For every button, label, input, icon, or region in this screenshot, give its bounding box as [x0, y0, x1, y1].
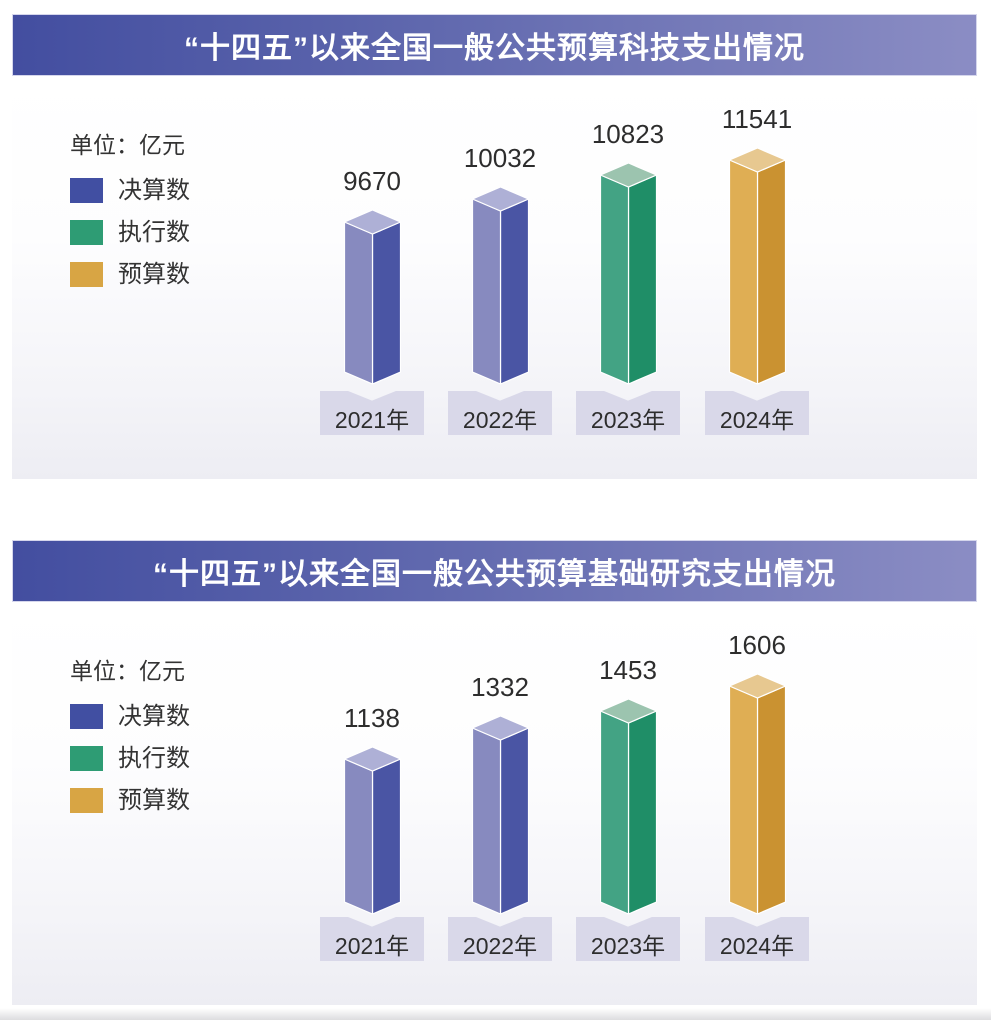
- legend-swatch-final-accounts: [70, 704, 103, 729]
- bar-value-label: 1606: [728, 630, 786, 660]
- year-plate: 2024年: [705, 917, 809, 961]
- chart-header-banner: “十四五”以来全国一般公共预算科技支出情况: [12, 14, 977, 76]
- year-plate: 2023年: [576, 391, 680, 435]
- chart-title: “十四五”以来全国一般公共预算科技支出情况: [184, 32, 805, 65]
- legend-item-execution: 执行数: [70, 746, 190, 771]
- legend-label: 执行数: [118, 219, 190, 246]
- chart-plot-area: 单位：亿元 决算数 执行数 预算数 9670 2021年 10032 2022年 108…: [12, 76, 977, 479]
- unit-label: 单位：亿元: [70, 132, 185, 158]
- legend-swatch-budget: [70, 788, 103, 813]
- legend-label: 执行数: [118, 745, 190, 772]
- legend-item-final-accounts: 决算数: [70, 178, 190, 203]
- legend-item-execution: 执行数: [70, 220, 190, 245]
- bar-prism: [599, 162, 657, 385]
- legend-label: 预算数: [118, 261, 190, 288]
- bar-value-label: 10032: [463, 143, 537, 173]
- bar-prism: [343, 746, 401, 915]
- chart-title: “十四五”以来全国一般公共预算基础研究支出情况: [153, 558, 836, 591]
- legend-swatch-execution: [70, 746, 103, 771]
- legend-item-budget: 预算数: [70, 788, 190, 813]
- chart-legend: 单位：亿元 决算数 执行数 预算数: [70, 126, 190, 304]
- year-plate: 2022年: [448, 917, 552, 961]
- bar-value-label: 1453: [599, 655, 657, 685]
- page-bottom-edge: [0, 1008, 991, 1020]
- legend-item-budget: 预算数: [70, 262, 190, 287]
- bar-2023年: 1453: [558, 656, 698, 915]
- bar-prism: [471, 186, 529, 385]
- bar-value-label: 9670: [343, 166, 401, 196]
- chart-legend: 单位：亿元 决算数 执行数 预算数: [70, 652, 190, 830]
- bar-2023年: 10823: [558, 120, 698, 385]
- year-plate: 2024年: [705, 391, 809, 435]
- legend-swatch-execution: [70, 220, 103, 245]
- bar-value-label: 1138: [344, 703, 400, 733]
- chart-card-science-spending: “十四五”以来全国一般公共预算科技支出情况 单位：亿元 决算数 执行数 预算数 …: [12, 14, 977, 479]
- bar-2024年: 11541: [687, 105, 827, 385]
- legend-item-final-accounts: 决算数: [70, 704, 190, 729]
- bar-prism: [728, 147, 786, 385]
- bar-2024年: 1606: [687, 631, 827, 915]
- chart-card-basic-research-spending: “十四五”以来全国一般公共预算基础研究支出情况 单位：亿元 决算数 执行数 预算…: [12, 540, 977, 1005]
- bar-value-label: 11541: [721, 104, 793, 134]
- bar-2022年: 10032: [430, 144, 570, 385]
- year-plate: 2021年: [320, 917, 424, 961]
- chart-header-banner: “十四五”以来全国一般公共预算基础研究支出情况: [12, 540, 977, 602]
- legend-swatch-final-accounts: [70, 178, 103, 203]
- legend-label: 决算数: [118, 703, 190, 730]
- legend-label: 决算数: [118, 177, 190, 204]
- bar-prism: [471, 715, 529, 915]
- bar-2021年: 9670: [302, 167, 442, 385]
- legend-label: 预算数: [118, 787, 190, 814]
- bar-prism: [599, 698, 657, 915]
- unit-label: 单位：亿元: [70, 658, 185, 684]
- bar-prism: [343, 209, 401, 385]
- bar-2022年: 1332: [430, 673, 570, 915]
- chart-plot-area: 单位：亿元 决算数 执行数 预算数 1138 2021年 1332 2022年 1453…: [12, 602, 977, 1005]
- bar-value-label: 10823: [591, 119, 665, 149]
- bar-value-label: 1332: [471, 672, 529, 702]
- legend-swatch-budget: [70, 262, 103, 287]
- year-plate: 2023年: [576, 917, 680, 961]
- year-plate: 2021年: [320, 391, 424, 435]
- bar-2021年: 1138: [302, 704, 442, 915]
- year-plate: 2022年: [448, 391, 552, 435]
- bar-prism: [728, 673, 786, 915]
